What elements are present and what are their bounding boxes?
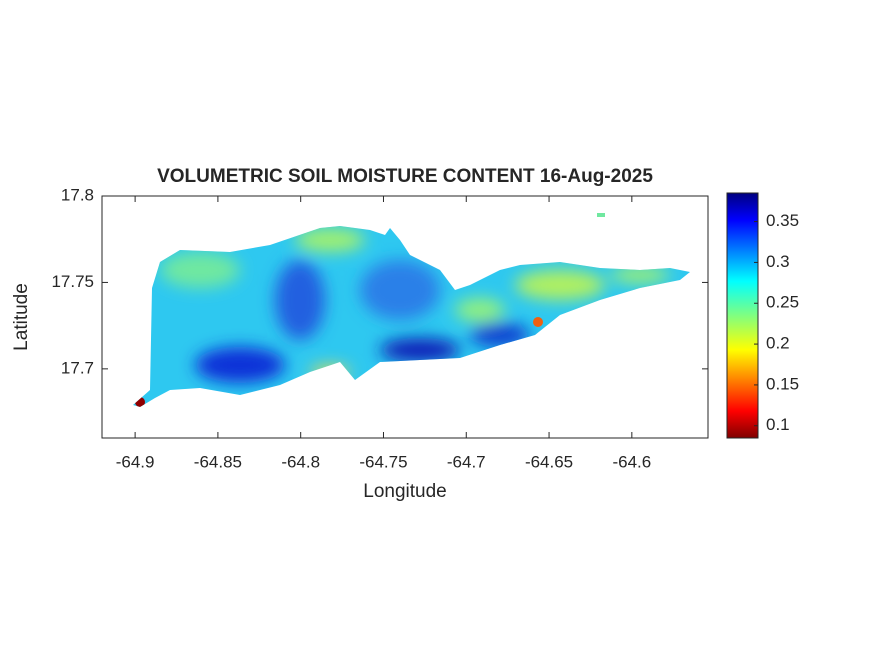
x-tick-label: -64.7 bbox=[447, 452, 486, 471]
colorbar-tick-label: 0.1 bbox=[766, 415, 790, 434]
colorbar-tick-label: 0.3 bbox=[766, 252, 790, 271]
x-tick-label: -64.85 bbox=[194, 452, 242, 471]
colorbar-tick-label: 0.15 bbox=[766, 374, 799, 393]
islet bbox=[597, 213, 605, 217]
y-tick-label: 17.8 bbox=[61, 185, 94, 204]
y-tick-label: 17.7 bbox=[61, 358, 94, 377]
x-tick-label: -64.65 bbox=[525, 452, 573, 471]
x-tick-label: -64.8 bbox=[281, 452, 320, 471]
chart-title: VOLUMETRIC SOIL MOISTURE CONTENT 16-Aug-… bbox=[157, 166, 653, 187]
colorbar-tick-label: 0.35 bbox=[766, 211, 799, 230]
colorbar bbox=[726, 192, 759, 439]
x-tick-label: -64.6 bbox=[612, 452, 651, 471]
x-tick-label: -64.9 bbox=[116, 452, 155, 471]
y-tick-label: 17.75 bbox=[51, 272, 94, 291]
y-axis-label: Latitude bbox=[11, 283, 32, 351]
x-tick-label: -64.75 bbox=[359, 452, 407, 471]
colorbar-tick-label: 0.25 bbox=[766, 293, 799, 312]
colorbar-tick-label: 0.2 bbox=[766, 334, 790, 353]
x-axis-label: Longitude bbox=[363, 481, 446, 502]
